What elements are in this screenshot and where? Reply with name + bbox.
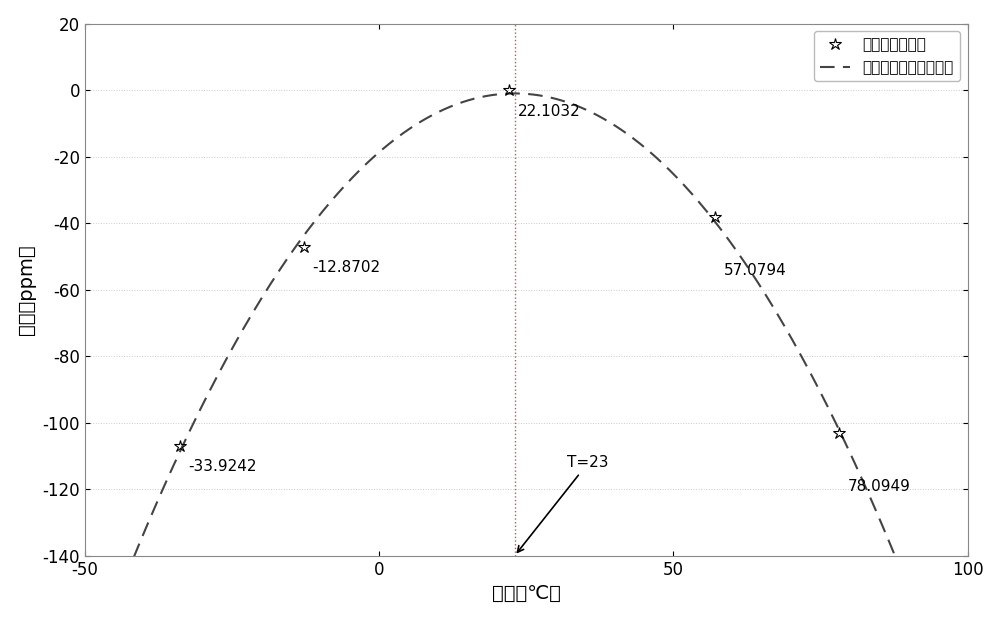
Text: -33.9242: -33.9242	[188, 459, 257, 474]
X-axis label: 温度（℃）: 温度（℃）	[492, 584, 561, 603]
Text: 22.1032: 22.1032	[518, 104, 581, 118]
Y-axis label: 频偏（ppm）: 频偏（ppm）	[17, 244, 36, 335]
Text: 78.0949: 78.0949	[847, 479, 910, 494]
Text: 57.0794: 57.0794	[724, 263, 787, 278]
Text: -12.8702: -12.8702	[312, 260, 380, 275]
Legend: 最佳拟合数据点, 频温特性曲线分段拟合: 最佳拟合数据点, 频温特性曲线分段拟合	[814, 31, 960, 81]
Text: T=23: T=23	[517, 455, 609, 552]
